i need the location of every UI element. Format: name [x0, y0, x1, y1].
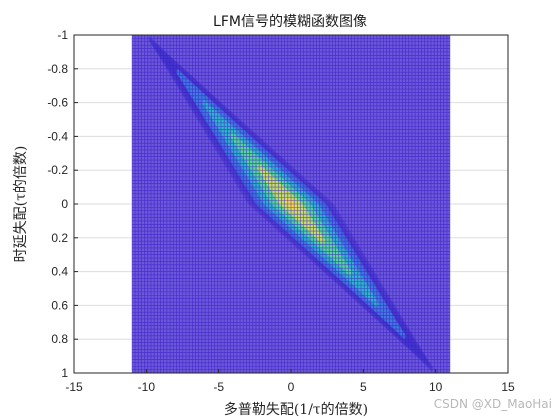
x-tick-label: -5 [213, 380, 224, 394]
y-axis-ticks: -1 -0.8 -0.6 -0.4 -0.2 0 0.2 0.4 0.6 0.8 1 [47, 28, 78, 380]
y-tick-label: -0.8 [47, 62, 68, 76]
y-tick-label: -0.4 [47, 129, 68, 143]
ambiguity-surface [131, 35, 451, 373]
ridge-segment [402, 333, 406, 340]
y-tick-label: 0.4 [51, 265, 68, 279]
ridge-segment [154, 46, 163, 53]
ridge-segment [164, 62, 181, 69]
y-axis-title: 时延失配(τ的倍数) [13, 146, 29, 263]
chart-title: LFM信号的模糊函数图像 [213, 14, 367, 30]
ridge-segment [410, 347, 423, 354]
y-tick-label: -0.2 [47, 163, 68, 177]
surface-mesh [131, 35, 451, 373]
plot-area: -15 -10 -5 0 5 10 15 -1 -0.8 -0.6 -0.4 -0.2 0 0.2 0.4… [47, 28, 515, 394]
x-axis-title: 多普勒失配(1/τ的倍数) [224, 401, 368, 418]
x-axis-ticks: -15 -10 -5 0 5 10 15 [65, 369, 515, 394]
mesh-lines [131, 35, 451, 373]
ridge-segment [419, 355, 428, 362]
x-tick-label: 0 [288, 380, 295, 394]
y-tick-label: 0.2 [51, 231, 68, 245]
y-tick-label: 0.8 [51, 332, 68, 346]
x-tick-label: 15 [501, 380, 515, 394]
x-tick-label: 10 [429, 380, 443, 394]
x-tick-label: 5 [360, 380, 367, 394]
ridge-segment [164, 61, 180, 68]
y-tick-label: -0.6 [47, 96, 68, 110]
ridge-segment [402, 340, 418, 347]
x-tick-label: -15 [65, 380, 83, 394]
y-tick-label: 0.6 [51, 298, 68, 312]
y-tick-label: -1 [57, 28, 68, 42]
y-tick-label: 1 [61, 366, 68, 380]
ridge-segment [319, 237, 326, 244]
x-tick-label: -10 [138, 380, 156, 394]
watermark: CSDN @XD_MaoHai [434, 397, 552, 411]
ridge-segment [159, 54, 172, 61]
y-tick-label: 0 [61, 197, 68, 211]
ridge-segment [401, 339, 418, 346]
ridge-segment [291, 205, 298, 212]
